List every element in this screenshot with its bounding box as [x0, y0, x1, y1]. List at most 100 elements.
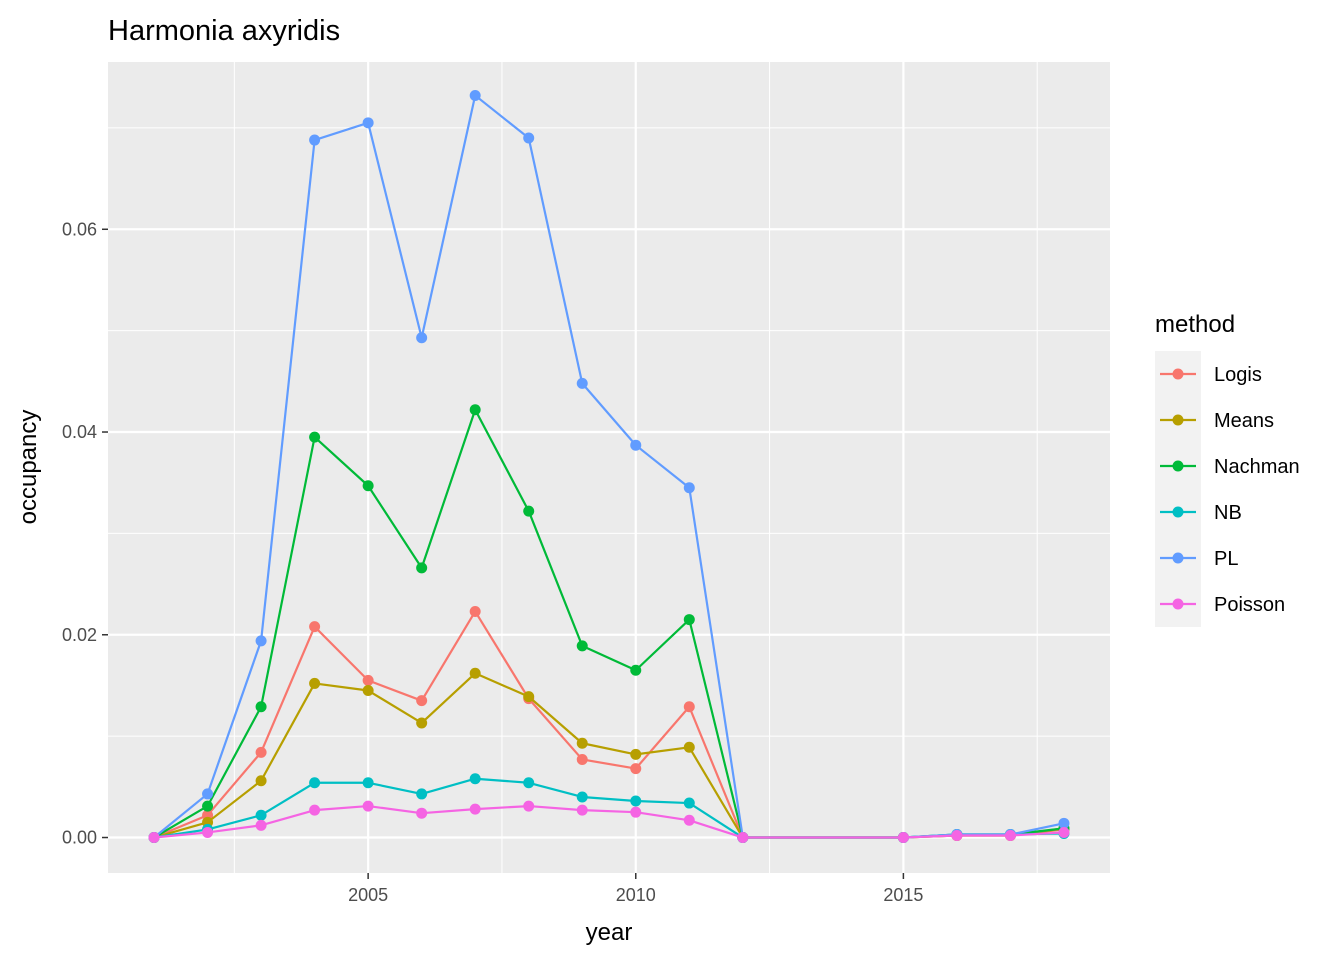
legend-label: PL: [1214, 548, 1238, 570]
data-point-nachman: [416, 562, 428, 574]
x-tick-label: 2015: [883, 885, 923, 905]
data-point-logis: [416, 695, 428, 707]
data-point-pl: [576, 377, 588, 389]
data-point-pl: [416, 332, 428, 344]
series-layer: [148, 89, 1070, 844]
data-point-logis: [630, 763, 642, 775]
data-point-means: [309, 677, 321, 689]
data-point-poisson: [523, 800, 535, 812]
data-point-nachman: [255, 701, 267, 713]
data-point-nachman: [523, 505, 535, 517]
y-tick-labels: 0.00 0.02 0.04 0.06: [62, 219, 97, 847]
data-point-nb: [469, 773, 481, 785]
major-gridlines: [108, 62, 1110, 873]
legend-label: Means: [1214, 410, 1274, 432]
data-point-logis: [309, 621, 321, 633]
legend-key-point: [1172, 506, 1184, 518]
data-point-pl: [469, 89, 481, 101]
y-tick-label: 0.04: [62, 422, 97, 442]
data-point-means: [469, 667, 481, 679]
y-tick-label: 0.06: [62, 219, 97, 239]
data-point-nb: [416, 788, 428, 800]
data-point-poisson: [576, 804, 588, 816]
legend-item-nachman: Nachman: [1155, 443, 1300, 489]
legend-label: Nachman: [1214, 456, 1300, 478]
legend-item-logis: Logis: [1155, 351, 1262, 397]
minor-gridlines: [108, 62, 1110, 873]
data-point-means: [683, 741, 695, 753]
y-tick-label: 0.02: [62, 625, 97, 645]
data-point-nb: [630, 795, 642, 807]
legend-key-point: [1172, 598, 1184, 610]
data-point-poisson: [148, 832, 160, 844]
legend-title: method: [1155, 311, 1235, 338]
data-point-poisson: [683, 814, 695, 826]
data-point-nachman: [309, 431, 321, 443]
data-point-means: [362, 685, 374, 697]
data-point-poisson: [737, 832, 749, 844]
data-point-poisson: [630, 806, 642, 818]
data-point-nb: [576, 791, 588, 803]
series-poisson: [148, 800, 1070, 844]
data-point-nachman: [202, 800, 214, 812]
y-axis-title: occupancy: [15, 410, 42, 525]
legend-label: NB: [1214, 502, 1242, 524]
data-point-pl: [1058, 817, 1070, 829]
data-point-poisson: [416, 807, 428, 819]
data-point-means: [576, 737, 588, 749]
data-point-poisson: [897, 832, 909, 844]
legend-key-point: [1172, 460, 1184, 472]
data-point-logis: [576, 753, 588, 765]
y-tick-label: 0.00: [62, 828, 97, 848]
data-point-nachman: [469, 404, 481, 416]
legend-item-nb: NB: [1155, 489, 1242, 535]
data-point-nachman: [362, 480, 374, 492]
x-tick-label: 2005: [348, 885, 388, 905]
data-point-means: [416, 717, 428, 729]
data-point-nachman: [683, 614, 695, 626]
data-point-poisson: [951, 829, 963, 841]
x-tick-labels: 2005 2010 2015: [348, 885, 923, 905]
data-point-nb: [683, 797, 695, 809]
data-point-poisson: [362, 800, 374, 812]
data-point-nb: [309, 777, 321, 789]
data-point-poisson: [202, 826, 214, 838]
legend-key-point: [1172, 368, 1184, 380]
data-point-pl: [523, 132, 535, 144]
data-point-nb: [362, 777, 374, 789]
data-point-poisson: [1004, 829, 1016, 841]
data-point-pl: [309, 134, 321, 146]
data-point-poisson: [469, 803, 481, 815]
x-tick-label: 2010: [616, 885, 656, 905]
data-point-means: [523, 691, 535, 703]
data-point-nachman: [576, 640, 588, 652]
data-point-poisson: [1058, 826, 1070, 838]
plot-panel: [108, 62, 1110, 873]
data-point-poisson: [255, 819, 267, 831]
legend-item-means: Means: [1155, 397, 1274, 443]
data-point-nb: [523, 777, 535, 789]
legend-key-point: [1172, 414, 1184, 426]
data-point-pl: [255, 635, 267, 647]
data-point-pl: [630, 439, 642, 451]
data-point-logis: [683, 701, 695, 713]
legend-label: Logis: [1214, 364, 1262, 386]
data-point-logis: [362, 674, 374, 686]
series-line-poisson: [153, 804, 1065, 839]
data-point-means: [255, 775, 267, 787]
data-point-logis: [469, 605, 481, 617]
legend-item-pl: PL: [1155, 535, 1238, 581]
x-axis-title: year: [586, 919, 633, 946]
data-point-nb: [255, 809, 267, 821]
data-point-logis: [255, 746, 267, 758]
data-point-means: [630, 748, 642, 760]
data-point-pl: [202, 788, 214, 800]
legend: method Logis Means Nachman NB PL Poisson: [1155, 311, 1300, 627]
chart-title: Harmonia axyridis: [108, 15, 340, 47]
data-point-nachman: [630, 664, 642, 676]
legend-label: Poisson: [1214, 594, 1285, 616]
axis-ticks: [102, 228, 905, 879]
legend-key-point: [1172, 552, 1184, 564]
data-point-pl: [362, 117, 374, 129]
